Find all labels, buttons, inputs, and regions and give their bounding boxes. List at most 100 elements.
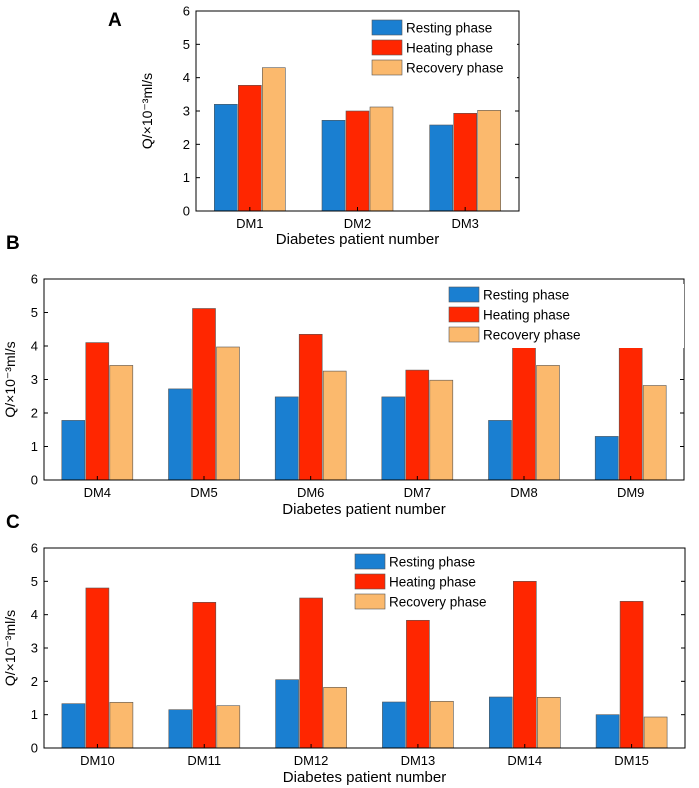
bar-dm3-recovery bbox=[477, 110, 502, 212]
chart-panel-c: C DM10 DM11 DM12 DM13 DM14 DM15 0 1 2 3 4 5 6 Diabetes… bbox=[2, 512, 686, 786]
bar-dm10-heating bbox=[85, 587, 110, 749]
legend-label: Resting phase bbox=[389, 555, 475, 570]
panel-label: A bbox=[108, 10, 122, 31]
bar-dm5-heating bbox=[192, 308, 216, 481]
bar-dm4-recovery bbox=[109, 365, 134, 481]
bar-dm3-heating bbox=[453, 113, 478, 212]
bar-dm7-resting bbox=[381, 396, 406, 481]
legend-swatch-recovery bbox=[371, 59, 403, 76]
legend-swatch-resting bbox=[448, 286, 480, 303]
bar-dm5-resting bbox=[168, 388, 192, 481]
bar-dm4-heating bbox=[85, 342, 110, 481]
y-tick-label: 2 bbox=[31, 406, 38, 421]
bar-dm10-recovery bbox=[109, 701, 134, 749]
y-tick-label: 0 bbox=[31, 473, 38, 488]
bar-dm9-heating bbox=[618, 334, 643, 481]
bar-dm7-recovery bbox=[429, 379, 454, 481]
legend: Resting phase Heating phase Recovery phase bbox=[353, 551, 503, 615]
chart-panel-a: A DM1 DM2 DM3 0 1 2 3 4 5 6 Diabetes patient number… bbox=[108, 4, 520, 248]
bar-dm14-recovery bbox=[536, 696, 561, 749]
bar-dm6-heating bbox=[298, 333, 323, 481]
x-tick-label: DM3 bbox=[451, 216, 478, 231]
bar-dm3-resting bbox=[429, 124, 454, 212]
x-tick-label: DM9 bbox=[617, 485, 644, 500]
y-tick-label: 0 bbox=[31, 741, 38, 756]
y-tick-label: 3 bbox=[31, 372, 38, 387]
bar-dm6-recovery bbox=[322, 370, 347, 481]
y-tick-label: 5 bbox=[183, 37, 190, 52]
y-tick-label: 2 bbox=[183, 137, 190, 152]
legend-label: Recovery phase bbox=[389, 595, 487, 610]
legend-swatch-heating bbox=[371, 39, 403, 56]
bar-dm11-recovery bbox=[216, 705, 241, 749]
bar-dm9-resting bbox=[594, 436, 619, 481]
bar-dm14-heating bbox=[512, 580, 537, 749]
x-tick-label: DM7 bbox=[404, 485, 431, 500]
y-tick-label: 3 bbox=[31, 641, 38, 656]
bar-dm13-resting bbox=[382, 701, 406, 749]
x-tick-label: DM4 bbox=[84, 485, 111, 500]
legend-box bbox=[447, 284, 684, 348]
x-tick-label: DM13 bbox=[401, 753, 436, 768]
legend: Resting phase Heating phase Recovery phase bbox=[370, 17, 517, 81]
bar-dm4-resting bbox=[61, 420, 86, 481]
bar-dm13-heating bbox=[406, 619, 430, 749]
bar-dm12-heating bbox=[299, 597, 323, 749]
bar-dm8-recovery bbox=[536, 365, 560, 481]
bar-dm5-recovery bbox=[216, 346, 240, 481]
y-tick-label: 1 bbox=[183, 170, 190, 185]
y-tick-label: 2 bbox=[31, 674, 38, 689]
bar-dm1-heating bbox=[238, 85, 262, 212]
y-tick-label: 6 bbox=[31, 541, 38, 556]
bar-dm7-heating bbox=[405, 369, 430, 481]
x-axis-label: Diabetes patient number bbox=[283, 769, 446, 786]
y-tick-label: 6 bbox=[183, 4, 190, 19]
bar-dm9-recovery bbox=[642, 385, 667, 481]
legend-swatch-heating bbox=[448, 306, 480, 323]
bar-dm2-recovery bbox=[369, 106, 394, 212]
bar-dm1-resting bbox=[214, 104, 238, 212]
bar-dm8-resting bbox=[488, 420, 512, 481]
legend-label: Heating phase bbox=[483, 308, 570, 323]
legend-swatch-resting bbox=[371, 19, 403, 36]
y-tick-label: 1 bbox=[31, 439, 38, 454]
x-tick-label: DM11 bbox=[187, 753, 221, 768]
y-tick-label: 4 bbox=[183, 70, 190, 85]
bar-dm13-recovery bbox=[430, 700, 454, 749]
bar-dm15-heating bbox=[619, 600, 644, 749]
y-axis-label: Q/×10⁻³ml/s bbox=[2, 610, 18, 686]
bar-dm8-heating bbox=[512, 342, 536, 481]
bar-dm11-resting bbox=[168, 709, 193, 749]
y-axis-label: Q/×10⁻³ml/s bbox=[139, 73, 155, 149]
y-tick-label: 0 bbox=[183, 204, 190, 219]
y-tick-label: 5 bbox=[31, 305, 38, 320]
legend-label: Recovery phase bbox=[406, 61, 504, 76]
legend-label: Resting phase bbox=[406, 21, 492, 36]
x-tick-label: DM12 bbox=[294, 753, 329, 768]
bar-dm6-resting bbox=[274, 396, 299, 481]
x-tick-label: DM10 bbox=[80, 753, 115, 768]
bar-dm2-resting bbox=[321, 120, 346, 212]
legend-label: Recovery phase bbox=[483, 328, 581, 343]
bar-dm11-heating bbox=[192, 601, 217, 749]
y-tick-label: 1 bbox=[31, 707, 38, 722]
x-tick-label: DM14 bbox=[507, 753, 542, 768]
bar-dm2-heating bbox=[345, 110, 370, 212]
y-tick-label: 4 bbox=[31, 607, 38, 622]
bar-dm10-resting bbox=[61, 703, 86, 749]
legend-swatch-recovery bbox=[448, 326, 480, 343]
bar-dm15-resting bbox=[595, 714, 620, 749]
bar-dm12-recovery bbox=[323, 686, 347, 749]
legend-label: Heating phase bbox=[389, 575, 476, 590]
x-tick-label: DM6 bbox=[297, 485, 324, 500]
bar-dm12-resting bbox=[275, 679, 299, 749]
chart-panel-b: B DM4 DM5 DM6 DM7 DM8 DM9 0 1 2 3 4 5 6 Diabetes patie… bbox=[2, 233, 685, 518]
legend-swatch-heating bbox=[354, 573, 386, 590]
y-tick-label: 5 bbox=[31, 574, 38, 589]
legend-swatch-recovery bbox=[354, 593, 386, 610]
panel-label: C bbox=[6, 512, 20, 533]
legend-label: Resting phase bbox=[483, 288, 569, 303]
y-tick-label: 4 bbox=[31, 339, 38, 354]
legend-swatch-resting bbox=[354, 553, 386, 570]
